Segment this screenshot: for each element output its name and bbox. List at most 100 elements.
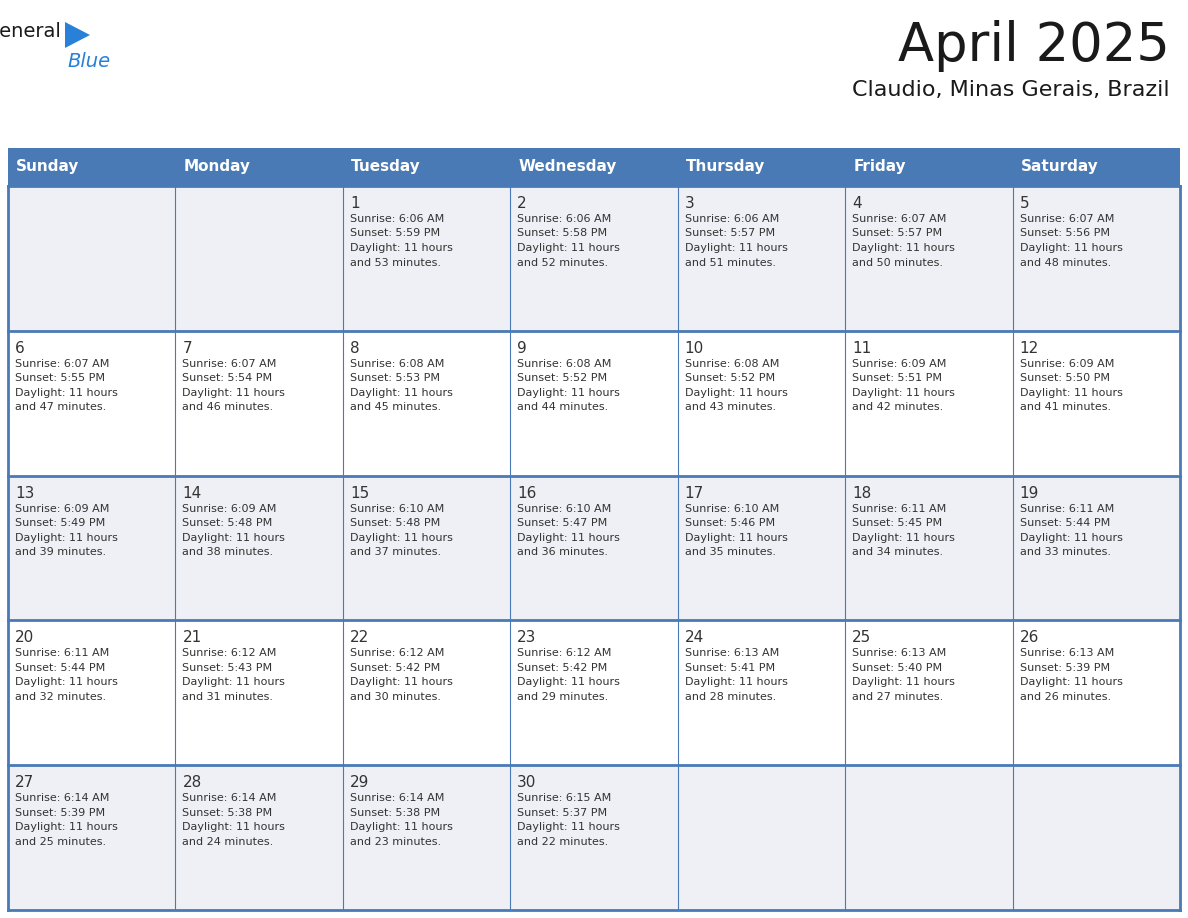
Text: Sunset: 5:46 PM: Sunset: 5:46 PM <box>684 518 775 528</box>
Text: Sunset: 5:42 PM: Sunset: 5:42 PM <box>517 663 607 673</box>
Polygon shape <box>65 22 90 48</box>
Text: Sunset: 5:39 PM: Sunset: 5:39 PM <box>15 808 105 818</box>
Text: and 38 minutes.: and 38 minutes. <box>183 547 273 557</box>
Text: Daylight: 11 hours: Daylight: 11 hours <box>349 387 453 397</box>
Text: Sunrise: 6:10 AM: Sunrise: 6:10 AM <box>684 504 779 513</box>
Bar <box>511 330 677 476</box>
Text: Sunset: 5:50 PM: Sunset: 5:50 PM <box>1019 374 1110 384</box>
Text: Daylight: 11 hours: Daylight: 11 hours <box>349 532 453 543</box>
Text: Sunrise: 6:12 AM: Sunrise: 6:12 AM <box>183 648 277 658</box>
Text: 24: 24 <box>684 631 704 645</box>
Text: Sunrise: 6:07 AM: Sunrise: 6:07 AM <box>183 359 277 369</box>
Bar <box>845 186 1012 330</box>
Bar <box>8 476 176 621</box>
Text: Sunrise: 6:10 AM: Sunrise: 6:10 AM <box>349 504 444 513</box>
Text: Sunrise: 6:09 AM: Sunrise: 6:09 AM <box>183 504 277 513</box>
Text: Sunset: 5:42 PM: Sunset: 5:42 PM <box>349 663 440 673</box>
Text: and 41 minutes.: and 41 minutes. <box>1019 402 1111 412</box>
Text: Sunrise: 6:13 AM: Sunrise: 6:13 AM <box>1019 648 1114 658</box>
Text: Sunrise: 6:08 AM: Sunrise: 6:08 AM <box>349 359 444 369</box>
Text: Sunset: 5:37 PM: Sunset: 5:37 PM <box>517 808 607 818</box>
Text: Sunset: 5:38 PM: Sunset: 5:38 PM <box>349 808 440 818</box>
Bar <box>511 476 677 621</box>
Text: Sunset: 5:47 PM: Sunset: 5:47 PM <box>517 518 607 528</box>
Bar <box>176 766 343 910</box>
Text: Daylight: 11 hours: Daylight: 11 hours <box>852 387 955 397</box>
Text: 27: 27 <box>15 775 34 790</box>
Text: and 42 minutes.: and 42 minutes. <box>852 402 943 412</box>
Text: Sunrise: 6:06 AM: Sunrise: 6:06 AM <box>349 214 444 224</box>
Text: 5: 5 <box>1019 196 1029 211</box>
Text: 14: 14 <box>183 486 202 500</box>
Text: Sunset: 5:49 PM: Sunset: 5:49 PM <box>15 518 106 528</box>
Bar <box>176 476 343 621</box>
Text: and 52 minutes.: and 52 minutes. <box>517 258 608 267</box>
Text: Daylight: 11 hours: Daylight: 11 hours <box>183 532 285 543</box>
Text: 13: 13 <box>15 486 34 500</box>
Text: and 51 minutes.: and 51 minutes. <box>684 258 776 267</box>
Text: 17: 17 <box>684 486 704 500</box>
Bar <box>343 621 511 766</box>
Bar <box>343 766 511 910</box>
Text: April 2025: April 2025 <box>898 20 1170 72</box>
Bar <box>677 330 845 476</box>
Text: General: General <box>0 22 62 41</box>
Text: Sunrise: 6:14 AM: Sunrise: 6:14 AM <box>15 793 109 803</box>
Text: 26: 26 <box>1019 631 1040 645</box>
Text: Daylight: 11 hours: Daylight: 11 hours <box>183 677 285 688</box>
Text: 18: 18 <box>852 486 871 500</box>
Text: Sunrise: 6:14 AM: Sunrise: 6:14 AM <box>349 793 444 803</box>
Text: 11: 11 <box>852 341 871 356</box>
Bar <box>845 621 1012 766</box>
Bar <box>1012 148 1180 186</box>
Text: and 22 minutes.: and 22 minutes. <box>517 836 608 846</box>
Text: Daylight: 11 hours: Daylight: 11 hours <box>684 532 788 543</box>
Bar <box>8 621 176 766</box>
Bar <box>677 186 845 330</box>
Text: Sunrise: 6:11 AM: Sunrise: 6:11 AM <box>852 504 947 513</box>
Text: and 39 minutes.: and 39 minutes. <box>15 547 106 557</box>
Text: 30: 30 <box>517 775 537 790</box>
Text: Sunrise: 6:11 AM: Sunrise: 6:11 AM <box>15 648 109 658</box>
Text: Sunday: Sunday <box>15 160 80 174</box>
Text: Daylight: 11 hours: Daylight: 11 hours <box>852 677 955 688</box>
Text: 1: 1 <box>349 196 360 211</box>
Text: Sunset: 5:54 PM: Sunset: 5:54 PM <box>183 374 272 384</box>
Text: and 43 minutes.: and 43 minutes. <box>684 402 776 412</box>
Bar <box>511 766 677 910</box>
Text: and 34 minutes.: and 34 minutes. <box>852 547 943 557</box>
Bar <box>845 148 1012 186</box>
Text: Daylight: 11 hours: Daylight: 11 hours <box>684 243 788 253</box>
Bar <box>1012 766 1180 910</box>
Text: and 35 minutes.: and 35 minutes. <box>684 547 776 557</box>
Text: Sunrise: 6:07 AM: Sunrise: 6:07 AM <box>1019 214 1114 224</box>
Text: and 46 minutes.: and 46 minutes. <box>183 402 273 412</box>
Text: Daylight: 11 hours: Daylight: 11 hours <box>517 823 620 833</box>
Text: 15: 15 <box>349 486 369 500</box>
Text: and 33 minutes.: and 33 minutes. <box>1019 547 1111 557</box>
Text: Claudio, Minas Gerais, Brazil: Claudio, Minas Gerais, Brazil <box>852 80 1170 100</box>
Text: 25: 25 <box>852 631 871 645</box>
Bar <box>845 330 1012 476</box>
Text: Sunset: 5:43 PM: Sunset: 5:43 PM <box>183 663 272 673</box>
Text: and 26 minutes.: and 26 minutes. <box>1019 692 1111 702</box>
Text: Sunrise: 6:09 AM: Sunrise: 6:09 AM <box>15 504 109 513</box>
Text: Daylight: 11 hours: Daylight: 11 hours <box>684 387 788 397</box>
Bar <box>1012 476 1180 621</box>
Text: Sunset: 5:38 PM: Sunset: 5:38 PM <box>183 808 272 818</box>
Text: Blue: Blue <box>67 52 110 71</box>
Text: Daylight: 11 hours: Daylight: 11 hours <box>183 823 285 833</box>
Text: Daylight: 11 hours: Daylight: 11 hours <box>1019 532 1123 543</box>
Text: 10: 10 <box>684 341 704 356</box>
Text: Sunset: 5:52 PM: Sunset: 5:52 PM <box>517 374 607 384</box>
Bar <box>845 476 1012 621</box>
Bar <box>8 148 176 186</box>
Text: Thursday: Thursday <box>685 160 765 174</box>
Text: and 48 minutes.: and 48 minutes. <box>1019 258 1111 267</box>
Text: Sunset: 5:41 PM: Sunset: 5:41 PM <box>684 663 775 673</box>
Text: Sunrise: 6:15 AM: Sunrise: 6:15 AM <box>517 793 612 803</box>
Text: Sunrise: 6:07 AM: Sunrise: 6:07 AM <box>852 214 947 224</box>
Text: Sunset: 5:39 PM: Sunset: 5:39 PM <box>1019 663 1110 673</box>
Text: and 30 minutes.: and 30 minutes. <box>349 692 441 702</box>
Bar <box>511 621 677 766</box>
